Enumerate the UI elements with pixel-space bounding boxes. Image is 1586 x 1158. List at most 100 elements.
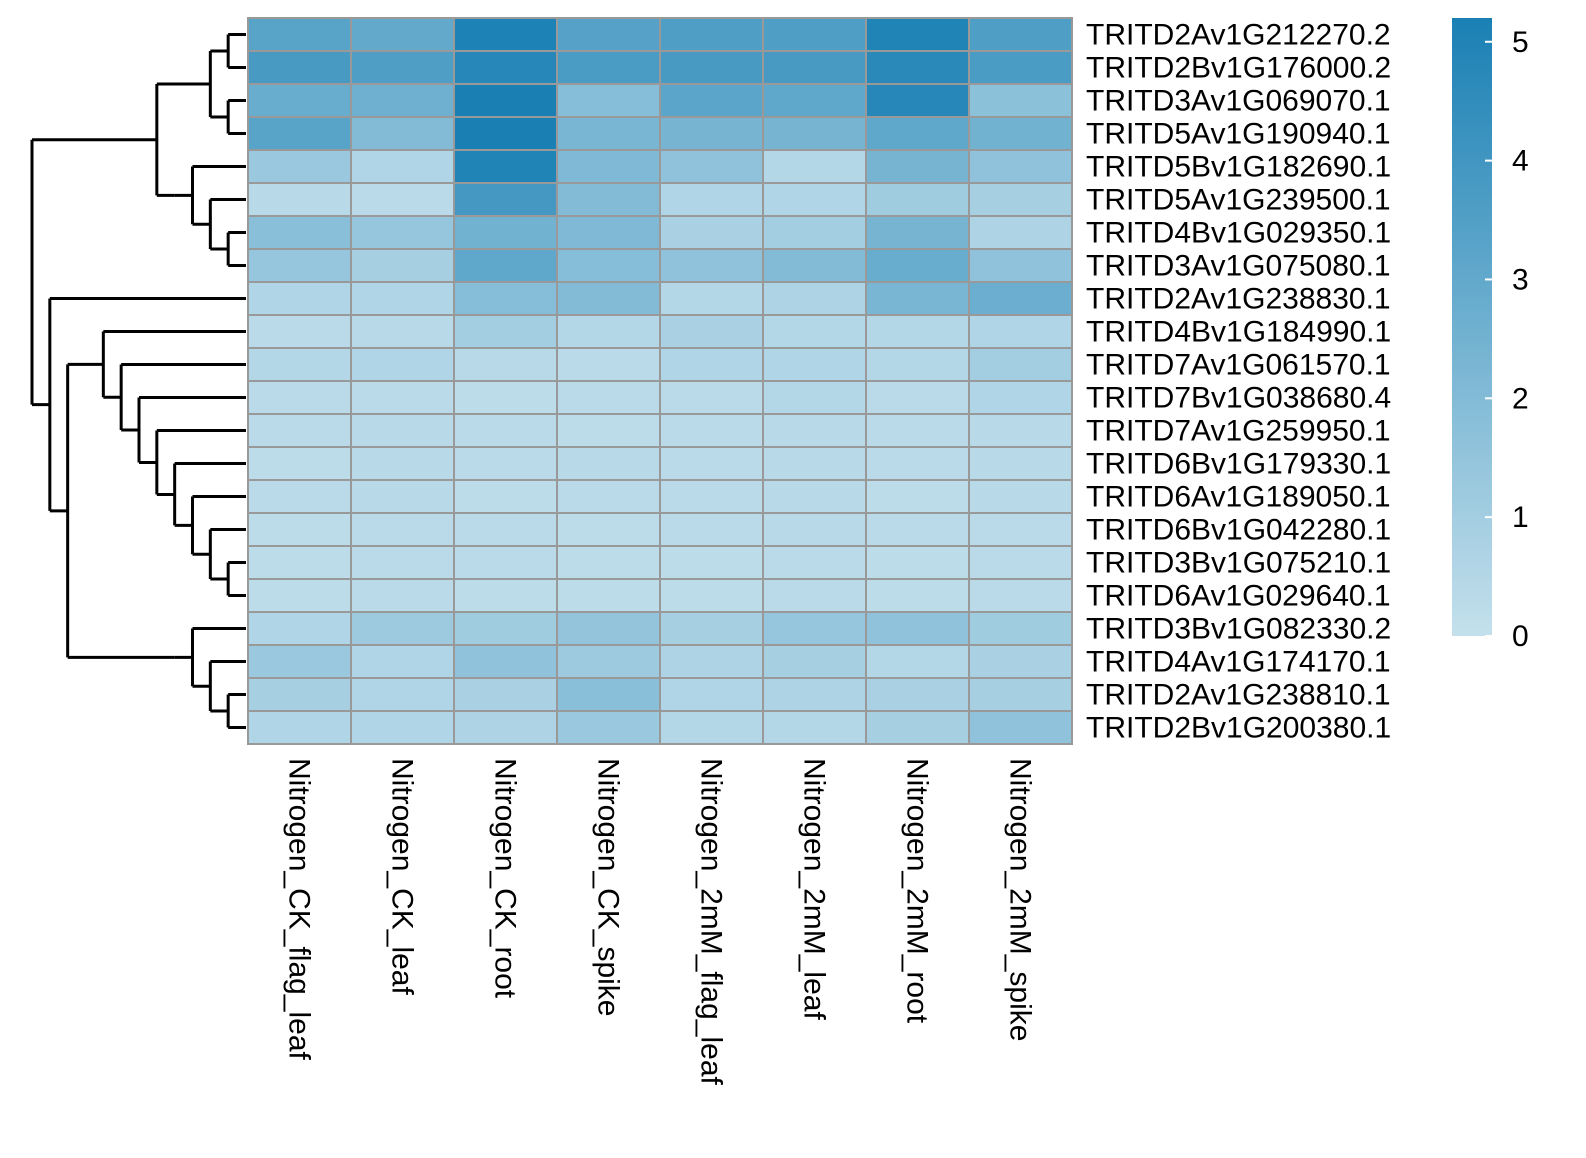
heatmap-cell bbox=[350, 83, 455, 118]
heatmap-cell bbox=[556, 347, 661, 382]
heatmap-cell bbox=[350, 677, 455, 712]
heatmap-cell bbox=[659, 347, 764, 382]
heatmap-cell bbox=[659, 281, 764, 316]
heatmap-cell bbox=[659, 215, 764, 250]
heatmap-cell bbox=[453, 182, 558, 217]
heatmap-cell bbox=[865, 281, 970, 316]
heatmap-cell bbox=[659, 380, 764, 415]
heatmap-cell bbox=[968, 578, 1073, 613]
heatmap-cell bbox=[350, 446, 455, 481]
heatmap-cell bbox=[556, 578, 661, 613]
heatmap-cell bbox=[659, 182, 764, 217]
heatmap-cell bbox=[762, 545, 867, 580]
heatmap-cell bbox=[968, 281, 1073, 316]
heatmap-cell bbox=[968, 446, 1073, 481]
heatmap-cell bbox=[762, 248, 867, 283]
row-label: TRITD5Bv1G182690.1 bbox=[1086, 151, 1391, 184]
heatmap-cell bbox=[865, 545, 970, 580]
heatmap-cell bbox=[556, 314, 661, 349]
heatmap-cell bbox=[350, 347, 455, 382]
row-label: TRITD3Av1G075080.1 bbox=[1086, 250, 1391, 283]
heatmap-cell bbox=[247, 149, 352, 184]
heatmap-cell bbox=[762, 17, 867, 52]
heatmap-cell bbox=[247, 479, 352, 514]
heatmap-cell bbox=[762, 380, 867, 415]
heatmap-cell bbox=[453, 50, 558, 85]
heatmap-cell bbox=[659, 116, 764, 151]
heatmap-cell bbox=[350, 314, 455, 349]
heatmap-cell bbox=[968, 677, 1073, 712]
heatmap-cell bbox=[865, 380, 970, 415]
heatmap-cell bbox=[247, 50, 352, 85]
row-label: TRITD7Bv1G038680.4 bbox=[1086, 382, 1391, 415]
heatmap-cell bbox=[865, 578, 970, 613]
heatmap-cell bbox=[762, 50, 867, 85]
heatmap-cell bbox=[659, 248, 764, 283]
heatmap-cell bbox=[968, 314, 1073, 349]
heatmap-cell bbox=[556, 479, 661, 514]
heatmap-cell bbox=[659, 512, 764, 547]
heatmap-cell bbox=[865, 644, 970, 679]
heatmap-cell bbox=[762, 83, 867, 118]
heatmap-cell bbox=[556, 611, 661, 646]
heatmap-cell bbox=[968, 116, 1073, 151]
heatmap-cell bbox=[350, 215, 455, 250]
heatmap-cell bbox=[350, 710, 455, 745]
heatmap-cell bbox=[453, 512, 558, 547]
heatmap-cell bbox=[247, 413, 352, 448]
heatmap-cell bbox=[247, 314, 352, 349]
row-label: TRITD6Av1G029640.1 bbox=[1086, 580, 1391, 613]
heatmap-cell bbox=[247, 116, 352, 151]
row-label: TRITD3Bv1G082330.2 bbox=[1086, 613, 1391, 646]
heatmap-cell bbox=[453, 281, 558, 316]
row-label: TRITD6Av1G189050.1 bbox=[1086, 481, 1391, 514]
heatmap-cell bbox=[968, 380, 1073, 415]
heatmap-cell bbox=[350, 17, 455, 52]
heatmap-cell bbox=[659, 710, 764, 745]
heatmap-cell bbox=[865, 347, 970, 382]
row-label: TRITD5Av1G190940.1 bbox=[1086, 118, 1391, 151]
heatmap-cell bbox=[659, 413, 764, 448]
heatmap-cell bbox=[453, 710, 558, 745]
row-label: TRITD7Av1G259950.1 bbox=[1086, 415, 1391, 448]
heatmap-cell bbox=[968, 50, 1073, 85]
heatmap-cell bbox=[762, 215, 867, 250]
heatmap-cell bbox=[453, 215, 558, 250]
column-label: Nitrogen_CK_root bbox=[489, 758, 522, 999]
row-dendrogram bbox=[30, 33, 246, 729]
heatmap-cell bbox=[453, 347, 558, 382]
heatmap-cell bbox=[968, 512, 1073, 547]
heatmap-cell bbox=[556, 545, 661, 580]
heatmap-cell bbox=[865, 83, 970, 118]
row-label: TRITD6Bv1G179330.1 bbox=[1086, 448, 1391, 481]
heatmap-cell bbox=[556, 446, 661, 481]
heatmap-cell bbox=[350, 116, 455, 151]
heatmap-cell bbox=[247, 83, 352, 118]
heatmap-cell bbox=[247, 215, 352, 250]
heatmap-cell bbox=[453, 83, 558, 118]
row-label: TRITD4Bv1G029350.1 bbox=[1086, 217, 1391, 250]
heatmap-cell bbox=[556, 215, 661, 250]
column-label: Nitrogen_CK_leaf bbox=[386, 758, 419, 995]
row-label: TRITD6Bv1G042280.1 bbox=[1086, 514, 1391, 547]
heatmap-cell bbox=[968, 149, 1073, 184]
row-label: TRITD4Bv1G184990.1 bbox=[1086, 316, 1391, 349]
heatmap-cell bbox=[968, 17, 1073, 52]
legend-tick-label: 3 bbox=[1512, 263, 1529, 296]
heatmap-cell bbox=[762, 281, 867, 316]
column-label: Nitrogen_2mM_spike bbox=[1004, 758, 1037, 1041]
heatmap-cell bbox=[453, 479, 558, 514]
heatmap-cell bbox=[556, 710, 661, 745]
heatmap-cell bbox=[453, 611, 558, 646]
heatmap-cell bbox=[865, 215, 970, 250]
row-label: TRITD3Bv1G075210.1 bbox=[1086, 547, 1391, 580]
heatmap-cell bbox=[247, 17, 352, 52]
heatmap-cell bbox=[247, 248, 352, 283]
heatmap-cell bbox=[968, 479, 1073, 514]
heatmap-cell bbox=[350, 611, 455, 646]
row-label: TRITD7Av1G061570.1 bbox=[1086, 349, 1391, 382]
heatmap-cell bbox=[350, 248, 455, 283]
heatmap-cell bbox=[762, 578, 867, 613]
heatmap-cell bbox=[247, 512, 352, 547]
